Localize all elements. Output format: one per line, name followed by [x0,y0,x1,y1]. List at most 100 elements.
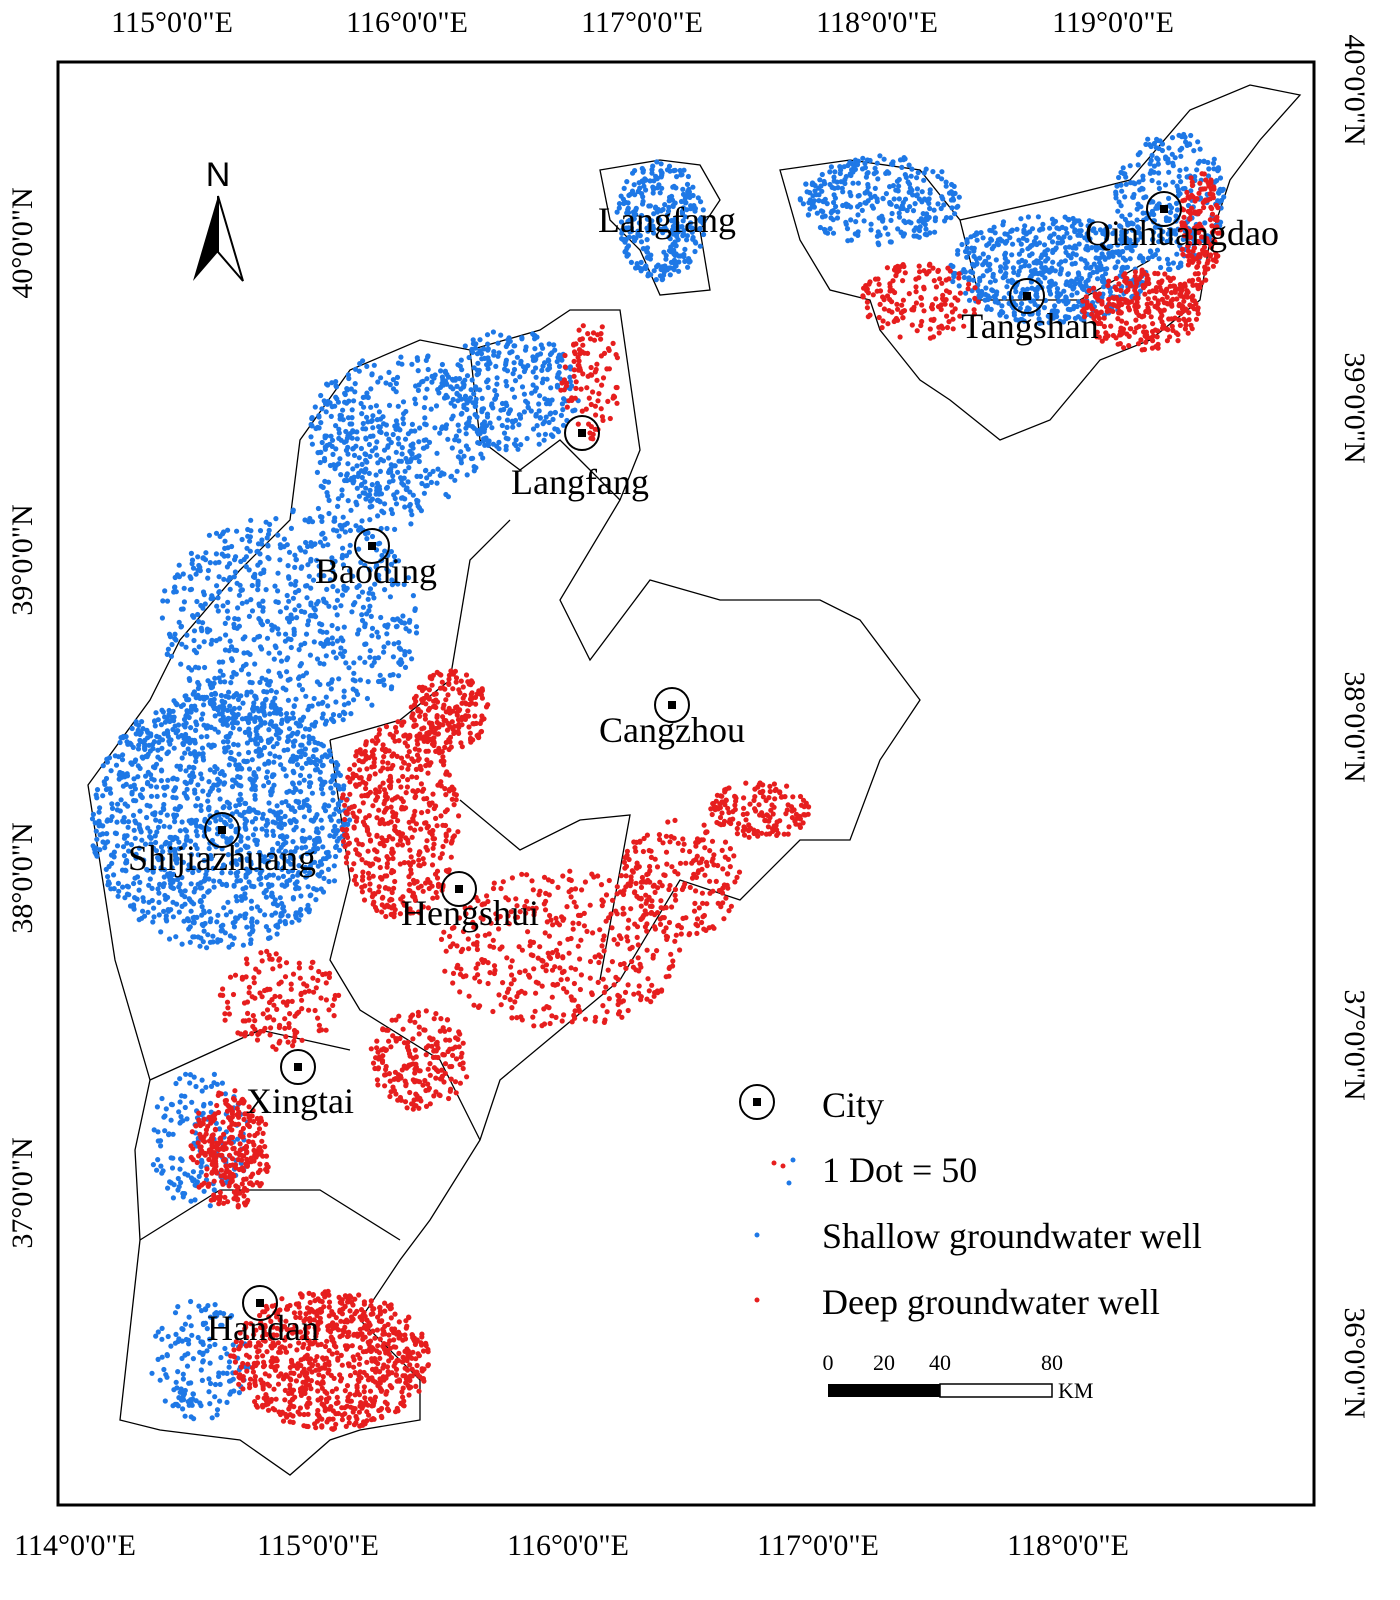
shallow-well-dot [463,425,469,431]
shallow-well-dot [827,169,833,175]
shallow-well-dot [279,866,285,873]
shallow-well-dot [195,692,201,698]
deep-well-dot [340,838,347,845]
shallow-well-dot [311,605,317,611]
shallow-well-dot [185,1351,191,1357]
shallow-well-dot [570,408,576,414]
shallow-well-dot [213,818,219,824]
shallow-well-dot [179,892,185,898]
deep-well-dot [435,881,442,888]
shallow-well-dot [157,818,163,824]
shallow-well-dot [221,553,227,559]
shallow-well-dot [356,470,362,476]
shallow-well-dot [376,484,382,490]
shallow-well-dot [475,360,481,366]
shallow-well-dot [332,403,338,409]
shallow-well-dot [368,386,374,392]
shallow-well-dot [537,415,543,421]
shallow-well-dot [313,614,319,620]
shallow-well-dot [156,899,162,906]
shallow-well-dot [319,754,325,760]
shallow-well-dot [415,387,421,393]
shallow-well-dot [200,1350,206,1356]
bottom-tick: 116°0'0"E [507,1529,629,1562]
shallow-well-dot [182,1321,188,1327]
shallow-well-dot [1035,214,1041,220]
shallow-well-dot [176,574,182,580]
shallow-well-dot [1049,216,1055,222]
shallow-well-dot [266,760,272,766]
shallow-well-dot [151,914,157,920]
shallow-well-dot [170,871,177,878]
shallow-well-dot [380,677,387,683]
shallow-well-dot [226,1378,233,1384]
shallow-well-dot [154,793,160,800]
shallow-well-dot [219,870,225,876]
shallow-well-dot [662,202,668,208]
shallow-well-dot [676,229,682,235]
shallow-well-dot [334,597,340,603]
shallow-well-dot [232,569,238,575]
shallow-well-dot [108,852,115,858]
shallow-well-dot [658,161,664,167]
shallow-well-dot [183,644,189,650]
shallow-well-dot [1049,239,1056,245]
shallow-well-dot [212,1341,218,1348]
shallow-well-dot [218,1354,224,1361]
shallow-well-dot [320,629,326,635]
shallow-well-dot [567,364,574,370]
shallow-well-dot [335,588,341,594]
shallow-well-dot [348,507,354,513]
shallow-well-dot [153,817,159,823]
shallow-well-dot [329,437,336,443]
shallow-well-dot [116,776,122,782]
region-boundaries [87,84,1302,1476]
shallow-well-dot [214,583,220,589]
shallow-well-dot [914,193,920,199]
shallow-well-dot [246,613,252,620]
shallow-well-dot [214,603,220,609]
shallow-well-dot [232,858,238,864]
shallow-well-dot [844,226,851,232]
shallow-well-dot [306,909,312,915]
shallow-well-dot [213,1310,219,1316]
shallow-well-dot [188,575,194,582]
shallow-well-dot [216,589,222,595]
shallow-well-dot [686,224,692,230]
shallow-well-dot [949,205,955,211]
shallow-well-dot [172,1401,178,1407]
shallow-well-dot [899,164,905,170]
shallow-well-dot [523,398,529,404]
shallow-well-dot [915,170,921,176]
shallow-well-dot [272,724,278,730]
shallow-well-dot [265,618,271,625]
shallow-well-dot [317,459,323,466]
shallow-well-dot [142,841,149,847]
shallow-well-dot [126,892,132,898]
shallow-well-dot [368,613,374,620]
shallow-well-dot [1211,156,1217,162]
shallow-well-dot [250,780,256,787]
shallow-well-dot [639,212,645,219]
shallow-well-dot [277,895,283,901]
shallow-well-dot [242,891,248,897]
shallow-well-dot [463,443,469,449]
shallow-well-dot [985,262,992,268]
shallow-well-dot [480,455,486,461]
shallow-well-dot [345,415,351,421]
bottom-tick: 117°0'0"E [757,1529,879,1562]
shallow-well-dot [889,210,895,217]
shallow-well-dot [853,219,859,225]
shallow-well-dot [413,383,419,389]
shallow-well-dot [1099,277,1105,283]
shallow-well-dot [291,743,297,749]
shallow-well-dot [935,201,941,207]
shallow-well-dot [264,689,270,695]
shallow-well-dot [208,744,214,750]
shallow-well-dot [347,568,353,574]
shallow-well-dot [195,1334,201,1341]
shallow-well-dot [983,285,989,291]
shallow-well-dot [242,895,248,901]
shallow-well-dot [322,808,329,814]
shallow-well-dot [198,1367,204,1373]
